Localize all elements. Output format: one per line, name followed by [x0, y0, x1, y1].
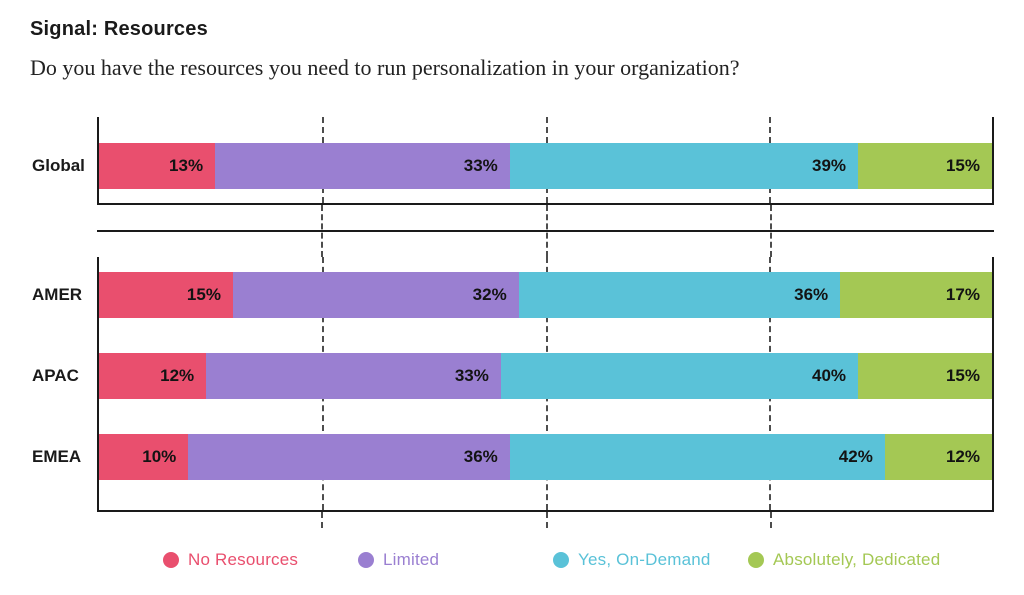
segment-value: 13%	[169, 156, 204, 175]
chart-section-global: Global 13% 33% 39% 15%	[32, 117, 994, 205]
bar-segment: 17%	[840, 272, 992, 318]
chart-section-regions: AMER 15% 32% 36% 17% APAC 12% 33% 40% 15% EMEA 10% 3…	[32, 257, 994, 512]
segment-value: 33%	[463, 156, 498, 175]
stacked-bar-emea: 10% 36% 42% 12%	[99, 434, 992, 480]
legend-item: Yes, On-Demand	[553, 550, 748, 570]
segment-value: 32%	[472, 285, 507, 304]
bar-segment: 15%	[858, 143, 992, 189]
bar-segment: 13%	[99, 143, 216, 189]
gridline-75	[769, 205, 772, 257]
stacked-bar-apac: 12% 33% 40% 15%	[99, 353, 992, 399]
bar-segment: 12%	[884, 434, 992, 480]
bar-segment: 36%	[518, 272, 841, 318]
legend-dot	[358, 552, 374, 568]
row-label-amer: AMER	[32, 285, 83, 304]
bar-segment: 10%	[99, 434, 189, 480]
chart-section-gap	[97, 205, 994, 257]
bar-segment: 36%	[188, 434, 510, 480]
row-label-global: Global	[32, 156, 85, 175]
segment-value: 15%	[186, 285, 221, 304]
bar-segment: 40%	[500, 353, 859, 399]
bar-segment: 42%	[509, 434, 885, 480]
chart-tail	[97, 512, 994, 528]
chart-row-global: Global 13% 33% 39% 15%	[32, 143, 992, 189]
gridline-25	[321, 512, 324, 528]
stacked-bar-global: 13% 33% 39% 15%	[99, 143, 992, 189]
segment-value: 10%	[142, 447, 177, 466]
segment-value: 33%	[454, 366, 489, 385]
legend-label: No Resources	[188, 550, 299, 569]
bar-segment: 15%	[858, 353, 992, 399]
page-title: Signal: Resources	[30, 18, 208, 40]
legend-dot	[163, 552, 179, 568]
gridline-25	[321, 205, 324, 257]
row-label-emea: EMEA	[32, 447, 82, 466]
legend-dot	[553, 552, 569, 568]
segment-value: 39%	[812, 156, 847, 175]
legend-label: Absolutely, Dedicated	[773, 550, 941, 569]
gridline-50	[545, 512, 548, 528]
stacked-bar-chart: Global 13% 33% 39% 15% AMER 15% 32% 36% 17% APAC 1…	[30, 117, 994, 570]
bar-segment: 33%	[206, 353, 501, 399]
legend-item: Limited	[358, 550, 553, 570]
legend-item: No Resources	[163, 550, 358, 570]
segment-value: 42%	[838, 447, 873, 466]
segment-value: 12%	[945, 447, 980, 466]
gridline-50	[545, 205, 548, 257]
bar-segment: 33%	[215, 143, 510, 189]
gridline-75	[769, 512, 772, 528]
segment-value: 40%	[812, 366, 847, 385]
chart-row-amer: AMER 15% 32% 36% 17%	[32, 272, 992, 318]
chart-legend: No Resources Limited Yes, On-Demand Absolut…	[163, 550, 994, 570]
legend-label: Yes, On-Demand	[578, 550, 711, 569]
segment-value: 17%	[945, 285, 980, 304]
segment-value: 36%	[794, 285, 829, 304]
stacked-bar-amer: 15% 32% 36% 17%	[99, 272, 992, 318]
chart-row-emea: EMEA 10% 36% 42% 12%	[32, 434, 992, 480]
legend-label: Limited	[383, 550, 440, 569]
legend-item: Absolutely, Dedicated	[748, 550, 940, 570]
segment-value: 36%	[463, 447, 498, 466]
segment-value: 15%	[945, 156, 980, 175]
legend-dot	[748, 552, 764, 568]
bar-segment: 32%	[232, 272, 519, 318]
bar-segment: 15%	[99, 272, 233, 318]
chart-row-apac: APAC 12% 33% 40% 15%	[32, 353, 992, 399]
bar-segment: 39%	[509, 143, 859, 189]
bar-segment: 12%	[99, 353, 207, 399]
report-page: Signal: Resources Do you have the resour…	[30, 18, 994, 570]
survey-question: Do you have the resources you need to ru…	[30, 55, 740, 80]
segment-value: 12%	[160, 366, 195, 385]
segment-value: 15%	[945, 366, 980, 385]
row-label-apac: APAC	[32, 366, 79, 385]
